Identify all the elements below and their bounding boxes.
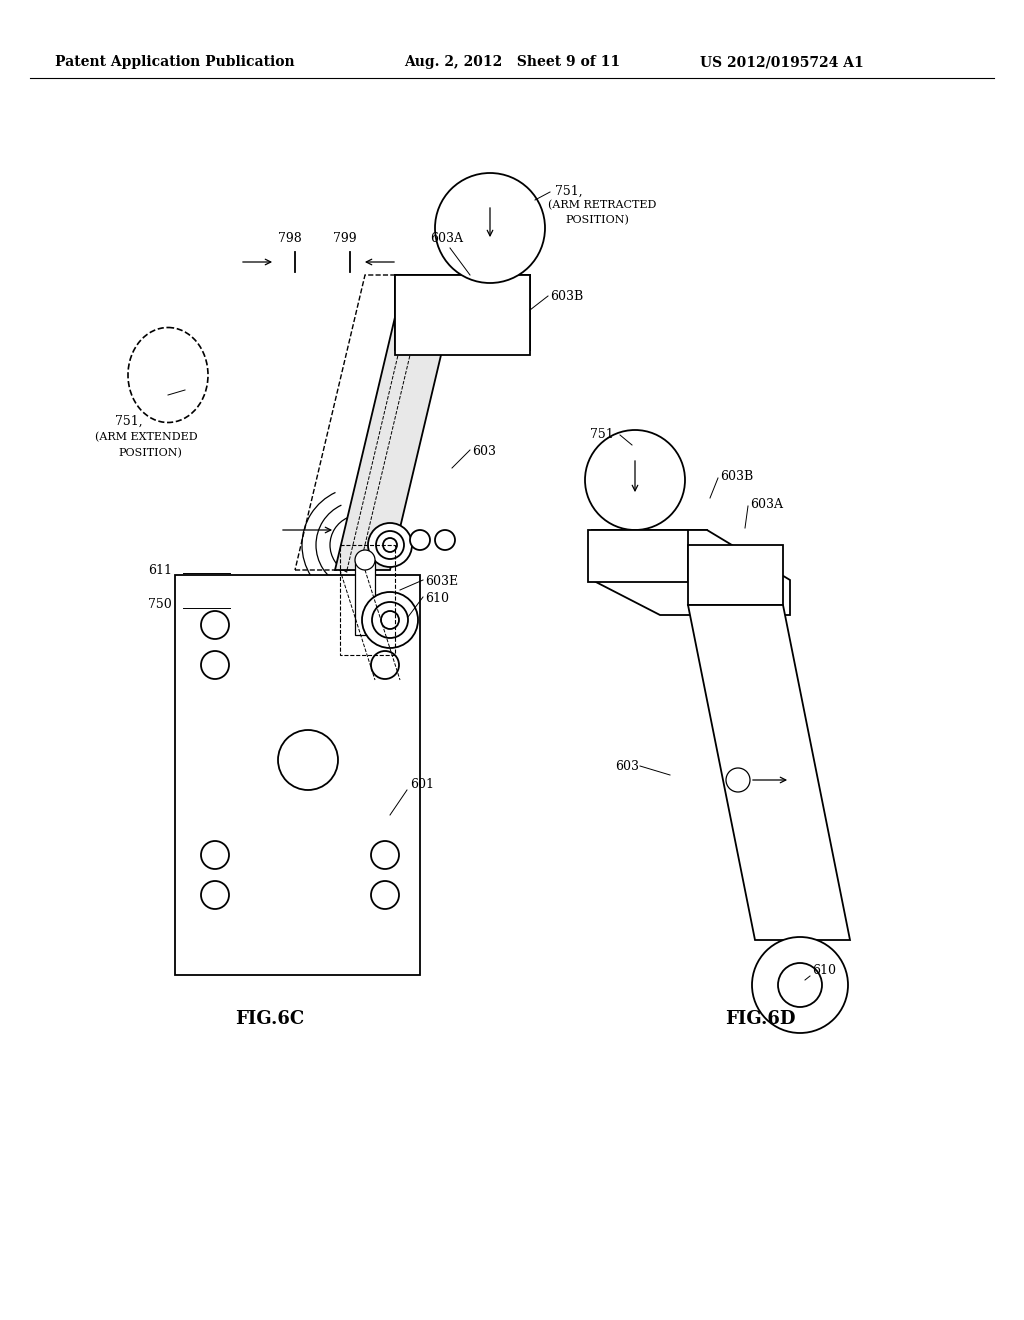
Circle shape [372,602,408,638]
Circle shape [371,841,399,869]
Text: 603B: 603B [550,290,584,304]
Circle shape [355,550,375,570]
Circle shape [201,880,229,909]
Text: 603: 603 [615,760,639,774]
Text: 603A: 603A [430,232,463,246]
Polygon shape [395,275,530,350]
Circle shape [201,841,229,869]
Text: 611: 611 [148,564,172,577]
Circle shape [371,611,399,639]
Bar [340,545,395,655]
Text: 751: 751 [590,428,613,441]
Bar [355,560,375,635]
Text: (ARM EXTENDED: (ARM EXTENDED [95,432,198,442]
Circle shape [778,964,822,1007]
Bar [395,275,530,355]
Circle shape [410,531,430,550]
Text: 751,: 751, [115,414,142,428]
Circle shape [585,430,685,531]
Text: FIG.6C: FIG.6C [236,1010,304,1028]
Text: (ARM RETRACTED: (ARM RETRACTED [548,201,656,210]
Text: FIG.6D: FIG.6D [725,1010,796,1028]
Text: US 2012/0195724 A1: US 2012/0195724 A1 [700,55,864,69]
Text: 799: 799 [333,232,356,246]
Ellipse shape [128,327,208,422]
Text: 798: 798 [279,232,302,246]
Circle shape [201,651,229,678]
Circle shape [278,730,338,789]
Text: 601: 601 [410,779,434,792]
Circle shape [376,531,404,558]
Circle shape [201,611,229,639]
Circle shape [383,539,397,552]
Text: 603B: 603B [720,470,754,483]
Text: 610: 610 [425,591,449,605]
Bar [175,576,420,975]
Circle shape [368,523,412,568]
Circle shape [371,651,399,678]
Text: Patent Application Publication: Patent Application Publication [55,55,295,69]
Circle shape [381,611,399,630]
Circle shape [362,591,418,648]
Polygon shape [395,275,530,350]
Circle shape [435,173,545,282]
Bar [588,531,688,582]
Text: POSITION): POSITION) [118,447,182,458]
Text: 750: 750 [148,598,172,611]
Circle shape [435,531,455,550]
Text: 610: 610 [812,964,836,977]
Polygon shape [335,275,460,570]
Text: Aug. 2, 2012   Sheet 9 of 11: Aug. 2, 2012 Sheet 9 of 11 [403,55,621,69]
Bar [592,531,707,579]
Text: 751,: 751, [555,185,583,198]
Text: 603E: 603E [425,576,458,587]
Polygon shape [295,275,420,570]
Circle shape [726,768,750,792]
Bar [395,275,530,350]
Circle shape [752,937,848,1034]
Polygon shape [688,605,850,940]
Circle shape [371,880,399,909]
Text: POSITION): POSITION) [565,215,629,226]
Text: 603: 603 [472,445,496,458]
Text: 603A: 603A [750,498,783,511]
Bar [688,545,783,605]
Bar [395,275,530,350]
Polygon shape [592,531,790,615]
